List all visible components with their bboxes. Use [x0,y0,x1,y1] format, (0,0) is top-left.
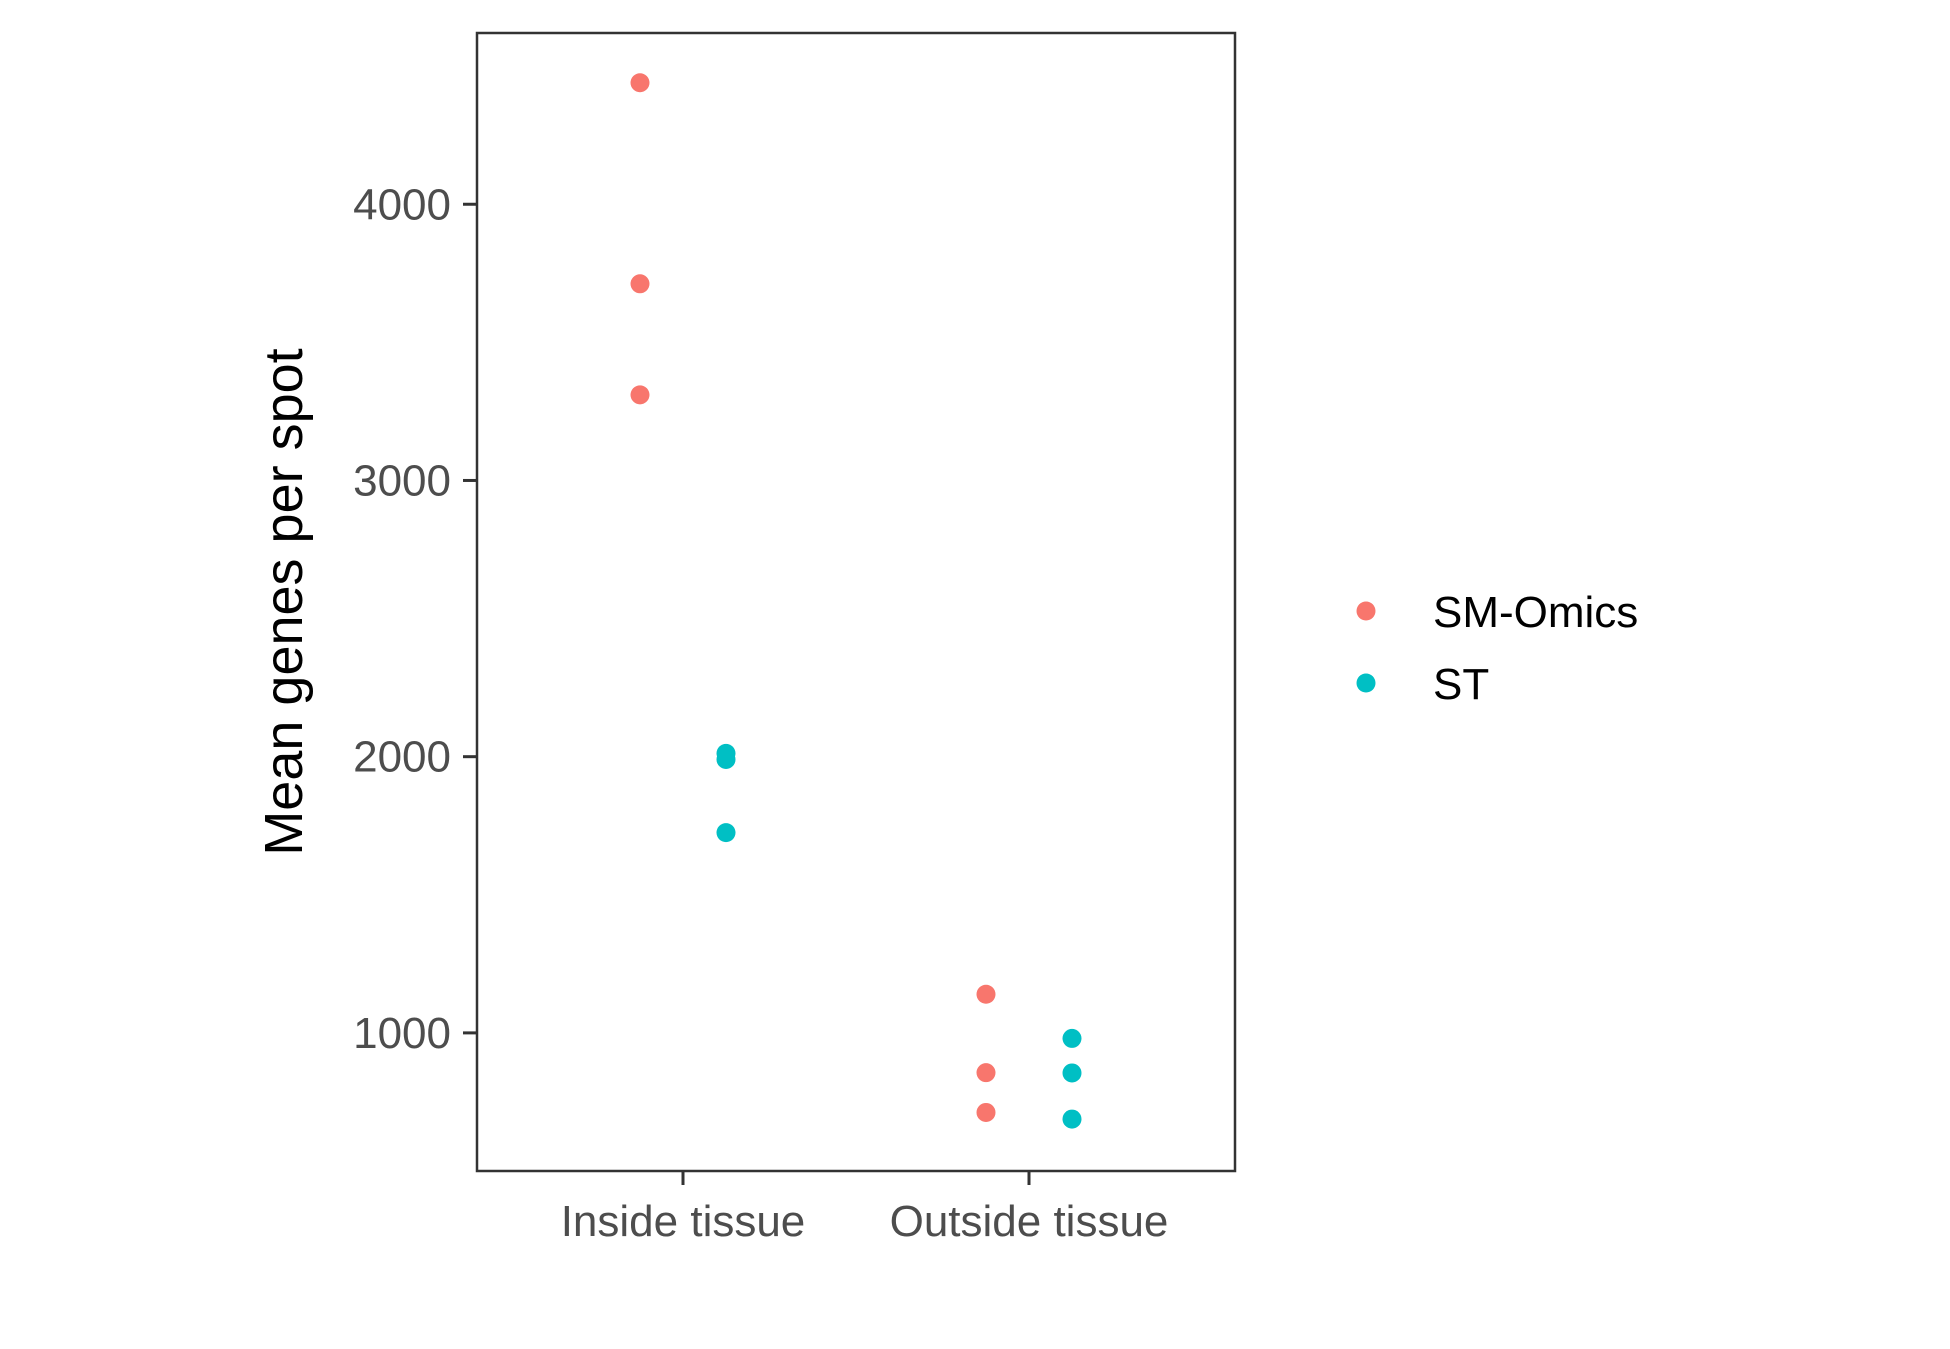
y-tick-label: 4000 [353,180,451,229]
data-points [630,73,1082,1129]
x-tick-label: Outside tissue [890,1197,1169,1246]
y-tick-label: 1000 [353,1009,451,1058]
legend-key [1356,601,1376,621]
x-axis: Inside tissue Outside tissue [561,1171,1169,1246]
data-point [630,274,650,294]
data-point [630,385,650,405]
legend-key [1356,673,1376,693]
legend-label: ST [1433,660,1489,709]
data-point [1062,1028,1082,1048]
data-point [1062,1109,1082,1129]
data-point [630,73,650,93]
data-point [976,1102,996,1122]
panel-border [475,31,1237,1173]
legend-label: SM-Omics [1433,588,1638,637]
data-point [1062,1063,1082,1083]
y-axis: 1000 2000 3000 4000 [353,180,477,1058]
y-tick-label: 3000 [353,456,451,505]
y-tick-label: 2000 [353,733,451,782]
data-point [716,823,736,843]
data-point [976,1063,996,1083]
data-point [716,749,736,769]
y-axis-title: Mean genes per spot [254,348,314,855]
legend: SM-Omics ST [1356,588,1638,709]
x-tick-label: Inside tissue [561,1197,806,1246]
data-point [976,984,996,1004]
